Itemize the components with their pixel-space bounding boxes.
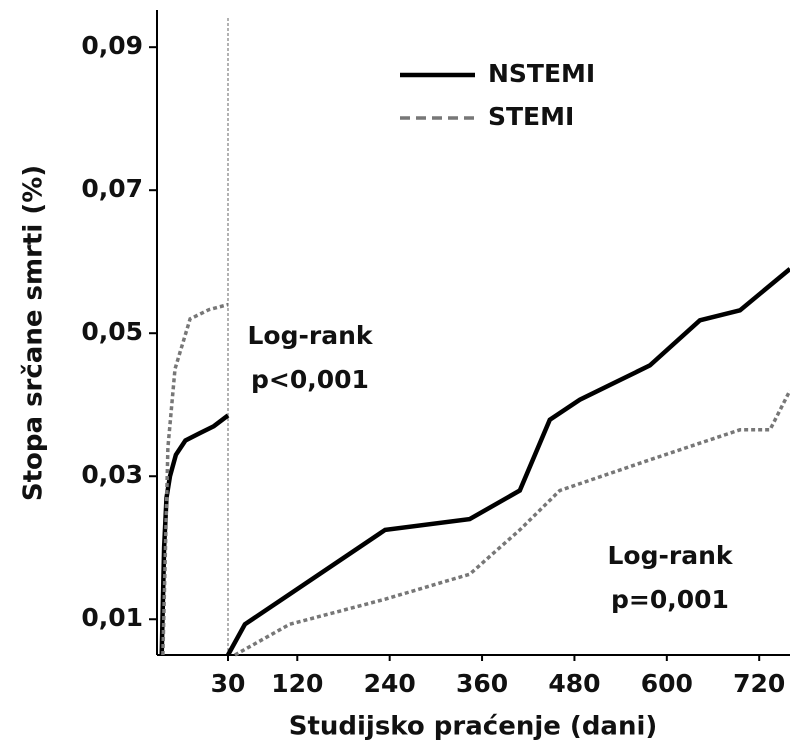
y-axis-label: Stopa srčane smrti (%) [19,165,49,501]
annotation: p=0,001 [611,585,729,614]
series-line [161,302,790,657]
x-tick-label: 120 [271,669,323,698]
x-tick-label: 360 [456,669,508,698]
y-tick-label: 0,07 [81,174,143,203]
y-tick-label: 0,01 [81,603,143,632]
x-tick-label: 600 [641,669,693,698]
annotation: Log-rank [248,321,374,350]
legend-label: STEMI [488,102,574,131]
annotation: p<0,001 [251,365,369,394]
x-axis-label: Studijsko praćenje (dani) [289,712,658,742]
legend-label: NSTEMI [488,59,595,88]
series-line [159,267,790,657]
annotation: Log-rank [608,541,734,570]
x-tick-label: 240 [364,669,416,698]
y-tick-label: 0,09 [81,31,143,60]
y-tick-label: 0,05 [81,317,143,346]
x-tick-label: 480 [548,669,600,698]
x-tick-label: 30 [211,669,246,698]
y-tick-label: 0,03 [81,460,143,489]
x-tick-label: 720 [733,669,785,698]
